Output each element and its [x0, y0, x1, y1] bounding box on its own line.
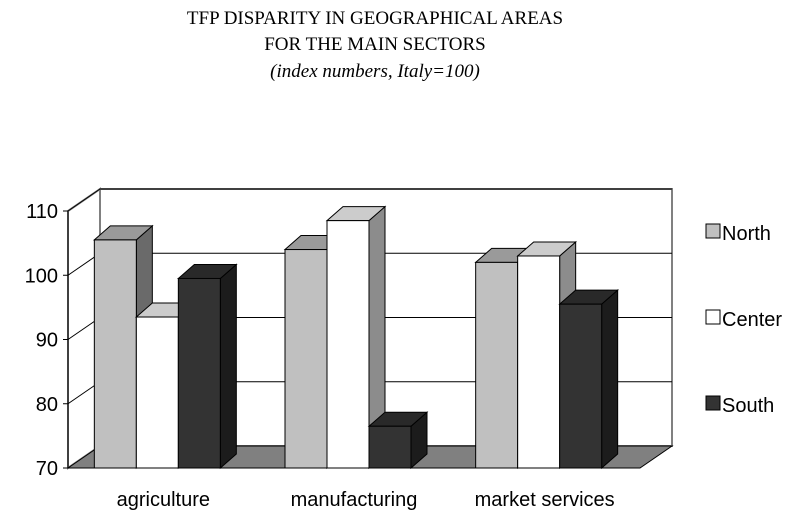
bar-side [601, 289, 619, 470]
bar [475, 261, 519, 469]
bar [177, 277, 221, 469]
x-tick-label: agriculture [117, 489, 210, 511]
bar-side [219, 263, 237, 470]
legend-swatch [705, 223, 721, 239]
bar [559, 303, 603, 469]
legend-swatch [705, 309, 721, 325]
y-tick-label: 110 [26, 201, 58, 223]
y-tick-label: 90 [36, 330, 58, 352]
bar [93, 239, 137, 469]
bar [135, 316, 179, 469]
y-tick-label: 80 [36, 394, 58, 416]
y-tick-label: 100 [25, 265, 58, 287]
bar [326, 220, 370, 469]
chart-subtitle: (index numbers, Italy=100) [270, 61, 480, 82]
grid-line [67, 188, 101, 212]
x-tick-label: market services [475, 489, 615, 511]
chart-title: FOR THE MAIN SECTORS [264, 34, 486, 55]
bar [284, 249, 328, 469]
bar [517, 255, 561, 469]
x-tick-label: manufacturing [291, 489, 418, 511]
chart-title: TFP DISPARITY IN GEOGRAPHICAL AREAS [187, 8, 563, 29]
y-tick-label: 70 [36, 458, 58, 480]
legend-label: South [722, 395, 774, 417]
legend-label: Center [722, 309, 782, 331]
legend-swatch [705, 395, 721, 411]
legend-label: North [722, 223, 771, 245]
bar [368, 425, 412, 469]
